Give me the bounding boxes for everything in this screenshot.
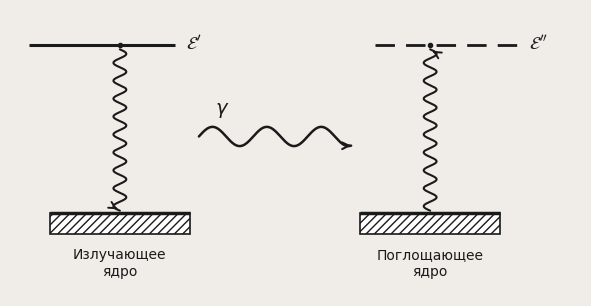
Text: $\mathcal{E}''$: $\mathcal{E}''$	[529, 35, 548, 54]
Bar	[50, 213, 190, 234]
Bar	[360, 213, 501, 234]
Text: Излучающее
ядро: Излучающее ядро	[73, 248, 167, 279]
Text: $\gamma$: $\gamma$	[215, 101, 229, 121]
Text: $\mathcal{E}'$: $\mathcal{E}'$	[186, 35, 202, 54]
Text: Поглощающее
ядро: Поглощающее ядро	[376, 248, 483, 279]
